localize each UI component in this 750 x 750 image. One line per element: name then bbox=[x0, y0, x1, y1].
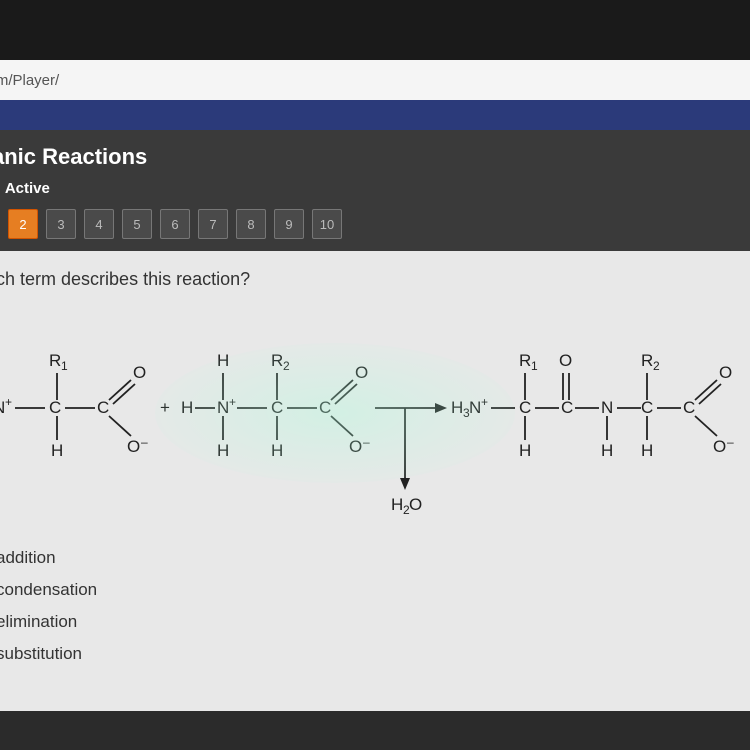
svg-text:O: O bbox=[127, 437, 140, 456]
svg-text:O: O bbox=[713, 437, 726, 456]
option-condensation[interactable]: condensation bbox=[0, 580, 740, 600]
svg-text:R: R bbox=[49, 351, 61, 370]
lesson-header: rganic Reactions iz Active 1 2 3 4 5 6 7… bbox=[0, 130, 750, 251]
screen-glare bbox=[155, 343, 515, 483]
svg-text:R: R bbox=[641, 351, 653, 370]
svg-text:C: C bbox=[561, 398, 573, 417]
svg-text:O: O bbox=[559, 351, 572, 370]
svg-text:O: O bbox=[409, 495, 422, 514]
q10[interactable]: 10 bbox=[312, 209, 342, 239]
svg-text:H: H bbox=[519, 441, 531, 460]
tab-active[interactable]: Active bbox=[5, 180, 50, 197]
reaction-svg: .b { stroke:#222; stroke-width:1.8; fill… bbox=[0, 318, 740, 518]
option-label: addition bbox=[0, 548, 56, 568]
svg-text:R: R bbox=[519, 351, 531, 370]
svg-text:1: 1 bbox=[61, 359, 68, 373]
url-text: com/Player/ bbox=[0, 72, 59, 89]
svg-text:H: H bbox=[51, 441, 63, 460]
svg-text:O: O bbox=[719, 363, 732, 382]
q9[interactable]: 9 bbox=[274, 209, 304, 239]
tabs: iz Active bbox=[0, 180, 740, 197]
q3[interactable]: 3 bbox=[46, 209, 76, 239]
svg-text:H: H bbox=[391, 495, 403, 514]
screen-content: com/Player/ rganic Reactions iz Active 1… bbox=[0, 60, 750, 750]
svg-text:C: C bbox=[641, 398, 653, 417]
q2[interactable]: 2 bbox=[8, 209, 38, 239]
option-elimination[interactable]: elimination bbox=[0, 612, 740, 632]
svg-text:C: C bbox=[97, 398, 109, 417]
option-addition[interactable]: addition bbox=[0, 548, 740, 568]
svg-text:C: C bbox=[49, 398, 61, 417]
svg-text:–: – bbox=[141, 435, 148, 449]
question-area: Vhich term describes this reaction? .b {… bbox=[0, 251, 750, 711]
q5[interactable]: 5 bbox=[122, 209, 152, 239]
q4[interactable]: 4 bbox=[84, 209, 114, 239]
url-bar: com/Player/ bbox=[0, 60, 750, 100]
question-nav: 1 2 3 4 5 6 7 8 9 10 bbox=[0, 209, 740, 251]
svg-text:C: C bbox=[519, 398, 531, 417]
svg-text:C: C bbox=[683, 398, 695, 417]
svg-text:N: N bbox=[601, 398, 613, 417]
q6[interactable]: 6 bbox=[160, 209, 190, 239]
reaction-diagram: .b { stroke:#222; stroke-width:1.8; fill… bbox=[0, 318, 740, 518]
svg-text:–: – bbox=[727, 435, 734, 449]
option-label: elimination bbox=[0, 612, 77, 632]
answer-options: addition condensation elimination substi… bbox=[0, 548, 740, 664]
svg-text:1: 1 bbox=[531, 359, 538, 373]
blue-strip bbox=[0, 100, 750, 130]
q8[interactable]: 8 bbox=[236, 209, 266, 239]
reactant-1: R1 H3N+ C C O O– H bbox=[0, 351, 148, 460]
option-label: condensation bbox=[0, 580, 97, 600]
svg-text:H: H bbox=[601, 441, 613, 460]
question-prompt: Vhich term describes this reaction? bbox=[0, 269, 740, 290]
svg-text:+: + bbox=[5, 395, 12, 409]
svg-text:O: O bbox=[133, 363, 146, 382]
option-substitution[interactable]: substitution bbox=[0, 644, 740, 664]
page-title: rganic Reactions bbox=[0, 144, 740, 170]
q7[interactable]: 7 bbox=[198, 209, 228, 239]
svg-text:2: 2 bbox=[653, 359, 660, 373]
option-label: substitution bbox=[0, 644, 82, 664]
svg-text:H: H bbox=[641, 441, 653, 460]
